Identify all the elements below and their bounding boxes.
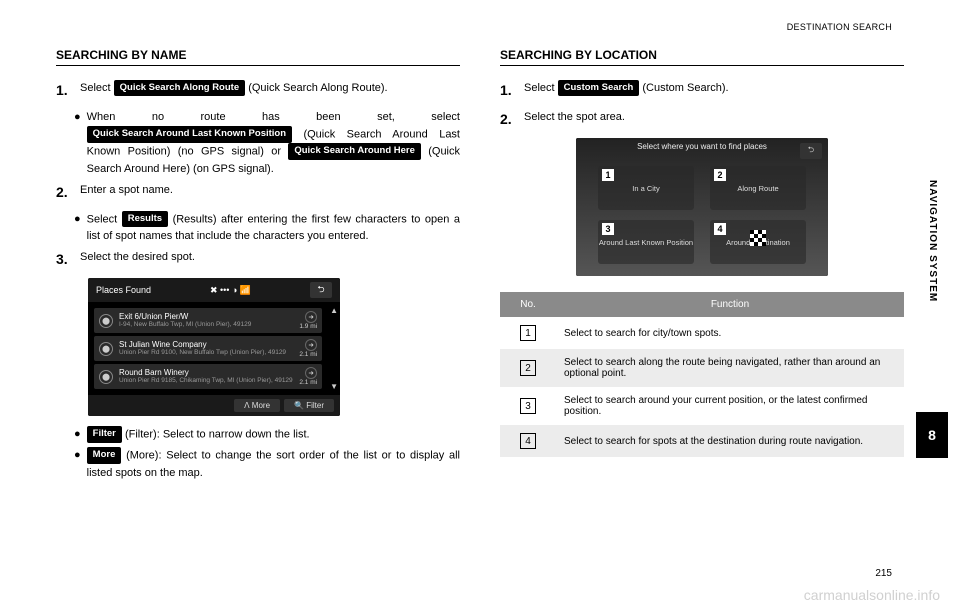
more-label: More [87,447,122,464]
text: (Custom Search). [642,82,728,94]
step-number: 2. [500,109,516,130]
bullet-icon: ● [74,447,81,481]
quad-around-dest: 4Around Destination [710,220,806,264]
list-item: ⬤ Round Barn WineryUnion Pier Rd 9185, C… [94,364,322,389]
step-body: Select the desired spot. [80,249,460,270]
pin-icon: ⬤ [99,342,113,356]
pin-icon: ⬤ [99,370,113,384]
filter-label: Filter [87,426,122,443]
side-chapter-tab: 8 [916,412,948,458]
table-header-no: No. [500,292,556,317]
scroll-down-icon: ▼ [330,382,338,391]
function-table: No. Function 1 Select to search for city… [500,292,904,457]
table-row: 4 Select to search for spots at the dest… [500,425,904,457]
compass-icon: ➜ [305,311,317,323]
text: More (More): Select to change the sort o… [87,447,460,481]
list-item: ⬤ Exit 6/Union Pier/WI-94, New Buffalo T… [94,308,322,333]
results-button: Results [122,211,168,228]
number-box: 1 [520,325,536,341]
step-number: 2. [56,182,72,203]
text: When no route has been set, select Quick… [87,109,460,178]
pin-icon: ⬤ [99,314,113,328]
more-button: ᐱ More [234,399,280,412]
step-number: 1. [500,80,516,101]
text: (More): Select to change the sort order … [87,450,460,479]
places-found-screenshot: Places Found ✖ ••• ◑ 📶 ⮌ ⬤ Exit 6/Union … [88,278,340,416]
quick-search-along-route-button: Quick Search Along Route [114,80,245,96]
page-number: 215 [875,568,892,579]
right-section-title: SEARCHING BY LOCATION [500,48,904,66]
scroll-up-icon: ▲ [330,306,338,315]
back-icon: ⮌ [800,143,822,159]
function-cell: Select to search for spots at the destin… [556,425,904,457]
watermark: carmanualsonline.info [804,587,940,603]
compass-icon: ➜ [305,367,317,379]
text: Select [80,82,114,94]
table-row: 2 Select to search along the route being… [500,349,904,387]
table-row: 1 Select to search for city/town spots. [500,317,904,349]
flag-icon [750,230,766,246]
step-body: Select Quick Search Along Route (Quick S… [80,80,460,101]
screenshot-title: Select where you want to find places [576,138,828,151]
function-cell: Select to search around your current pos… [556,387,904,425]
text: (Filter): Select to narrow down the list… [125,428,310,440]
left-column: SEARCHING BY NAME 1. Select Quick Search… [56,20,460,591]
text: Select Results (Results) after entering … [87,211,460,245]
status-icons: ✖ ••• ◑ 📶 [210,285,251,296]
bullet-icon: ● [74,211,81,245]
quad-in-city: 1In a City [598,166,694,210]
function-cell: Select to search for city/town spots. [556,317,904,349]
table-row: 3 Select to search around your current p… [500,387,904,425]
list-item: ⬤ St Julian Wine CompanyUnion Pier Rd 91… [94,336,322,361]
custom-search-button: Custom Search [558,80,640,96]
text: Filter (Filter): Select to narrow down t… [87,426,460,443]
quick-search-last-known-button: Quick Search Around Last Known Position [87,126,292,143]
table-header-function: Function [556,292,904,317]
compass-icon: ➜ [305,339,317,351]
screenshot-title: Places Found [96,285,151,295]
step-body: Select Custom Search (Custom Search). [524,80,904,101]
text: Select [524,82,558,94]
side-system-label: NAVIGATION SYSTEM [927,180,938,302]
step-number: 1. [56,80,72,101]
number-box: 3 [520,398,536,414]
step-body: Select the spot area. [524,109,904,130]
step-body: Enter a spot name. [80,182,460,203]
back-icon: ⮌ [310,282,332,298]
quick-search-around-here-button: Quick Search Around Here [288,143,421,160]
header-section: DESTINATION SEARCH [787,22,892,32]
number-box: 4 [520,433,536,449]
text: (Quick Search Along Route). [248,82,387,94]
right-column: SEARCHING BY LOCATION 1. Select Custom S… [500,20,904,591]
quad-along-route: 2Along Route [710,166,806,210]
spot-area-screenshot: Select where you want to find places ⮌ 1… [576,138,828,276]
text: Select [87,213,122,225]
bullet-icon: ● [74,109,81,178]
left-section-title: SEARCHING BY NAME [56,48,460,66]
text: When no route has been set, select [87,111,460,123]
step-number: 3. [56,249,72,270]
quad-around-last: 3Around Last Known Position [598,220,694,264]
filter-button: 🔍 Filter [284,399,334,412]
number-box: 2 [520,360,536,376]
bullet-icon: ● [74,426,81,443]
function-cell: Select to search along the route being n… [556,349,904,387]
